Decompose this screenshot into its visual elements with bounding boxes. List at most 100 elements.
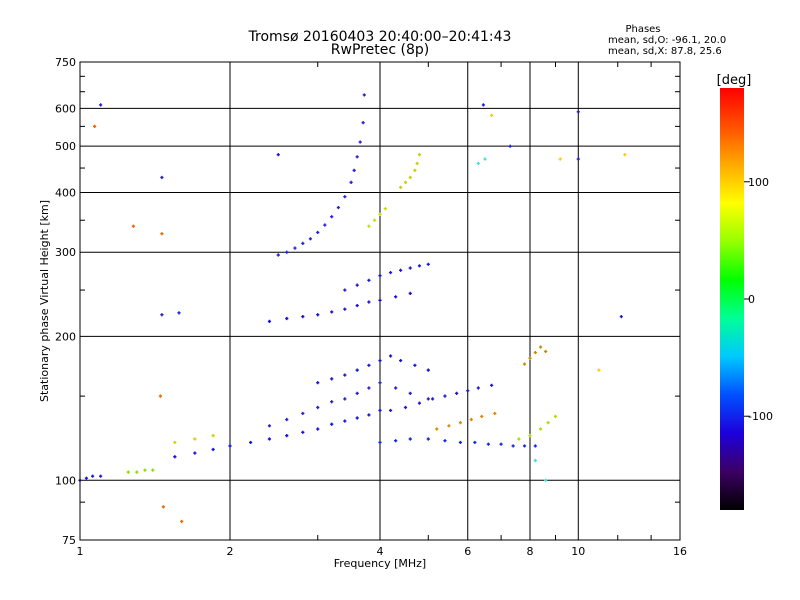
data-point <box>285 250 289 254</box>
data-point <box>394 386 398 390</box>
data-point <box>267 424 272 428</box>
data-point <box>533 350 537 355</box>
data-point <box>143 468 147 472</box>
data-point <box>490 113 494 117</box>
data-point <box>173 455 177 459</box>
data-point <box>160 232 164 236</box>
data-point <box>355 416 359 420</box>
data-point <box>399 358 403 363</box>
data-point <box>378 440 382 445</box>
data-point <box>301 430 305 434</box>
data-point <box>228 444 232 448</box>
data-point <box>267 437 272 441</box>
data-point <box>493 411 497 416</box>
data-point <box>486 442 490 446</box>
data-point <box>367 278 371 282</box>
data-point <box>408 437 412 441</box>
data-point <box>285 434 289 438</box>
x-tick-label: 8 <box>527 545 534 558</box>
data-point <box>316 405 320 410</box>
data-point <box>408 266 412 270</box>
data-point <box>528 434 532 438</box>
data-point <box>330 215 334 219</box>
data-point <box>93 124 97 128</box>
y-tick-label: 300 <box>55 246 76 259</box>
data-point <box>511 444 515 448</box>
data-point <box>99 103 103 107</box>
data-point <box>481 103 485 107</box>
data-point <box>367 386 371 390</box>
colorbar-tick-label: -100 <box>748 410 773 423</box>
data-point <box>576 157 580 161</box>
data-point <box>372 218 377 222</box>
data-point <box>367 413 371 417</box>
data-point <box>343 419 347 423</box>
data-point <box>173 440 177 445</box>
phase-heading: Phases <box>625 24 660 35</box>
data-point <box>276 253 280 257</box>
data-point <box>378 408 382 413</box>
data-point <box>528 356 532 360</box>
data-point <box>330 377 334 381</box>
data-point <box>378 274 382 278</box>
data-point <box>403 405 408 410</box>
data-point <box>546 421 550 425</box>
data-point <box>316 381 320 385</box>
data-point <box>158 394 163 398</box>
x-axis-label: Frequency [MHz] <box>334 557 426 570</box>
data-point <box>443 394 447 398</box>
data-point <box>285 316 289 321</box>
data-point <box>267 319 272 323</box>
data-point <box>343 288 347 292</box>
data-point <box>378 298 382 302</box>
data-point <box>430 397 435 401</box>
data-point <box>533 458 537 463</box>
y-tick-label: 500 <box>55 140 76 153</box>
data-point <box>160 175 164 180</box>
data-point <box>160 313 164 317</box>
data-point <box>355 391 359 395</box>
data-point <box>544 349 548 354</box>
data-point <box>367 224 371 228</box>
data-point <box>476 386 480 390</box>
data-point <box>415 161 419 166</box>
data-point <box>151 468 155 472</box>
y-axis-label: Stationary phase Virtual Height [km] <box>38 200 51 402</box>
x-tick-label: 1 <box>77 545 84 558</box>
data-point <box>211 447 215 452</box>
data-points <box>78 93 627 524</box>
data-point <box>161 505 165 509</box>
colorbar-tick-label: 100 <box>748 176 769 189</box>
data-point <box>458 421 463 425</box>
data-point <box>443 439 447 443</box>
data-point <box>84 476 88 480</box>
data-point <box>330 422 334 426</box>
phase-line-1: mean, sd,O: -96.1, 20.0 <box>608 35 726 46</box>
data-point <box>538 345 543 349</box>
colorbar-tick-label: 0 <box>748 293 755 306</box>
data-point <box>135 470 139 474</box>
plot-grid <box>80 62 680 540</box>
data-point <box>388 354 393 358</box>
data-point <box>480 414 484 419</box>
data-point <box>343 397 347 401</box>
colorbar-ticks: 100 0 -100 <box>744 176 773 423</box>
data-point <box>276 153 280 157</box>
data-point <box>417 153 422 157</box>
data-point <box>336 205 340 210</box>
data-point <box>473 440 477 445</box>
data-point <box>352 168 356 172</box>
data-point <box>476 161 480 166</box>
data-point <box>308 237 313 241</box>
data-point <box>358 140 362 144</box>
x-tick-label: 2 <box>227 545 234 558</box>
data-point <box>355 283 359 287</box>
data-point <box>553 414 558 419</box>
data-point <box>426 262 430 266</box>
data-point <box>378 381 382 385</box>
phase-line-2: mean, sd,X: 87.8, 25.6 <box>608 46 722 57</box>
data-point <box>522 362 527 366</box>
data-point <box>408 291 412 296</box>
data-point <box>466 389 470 393</box>
data-point <box>131 224 136 228</box>
